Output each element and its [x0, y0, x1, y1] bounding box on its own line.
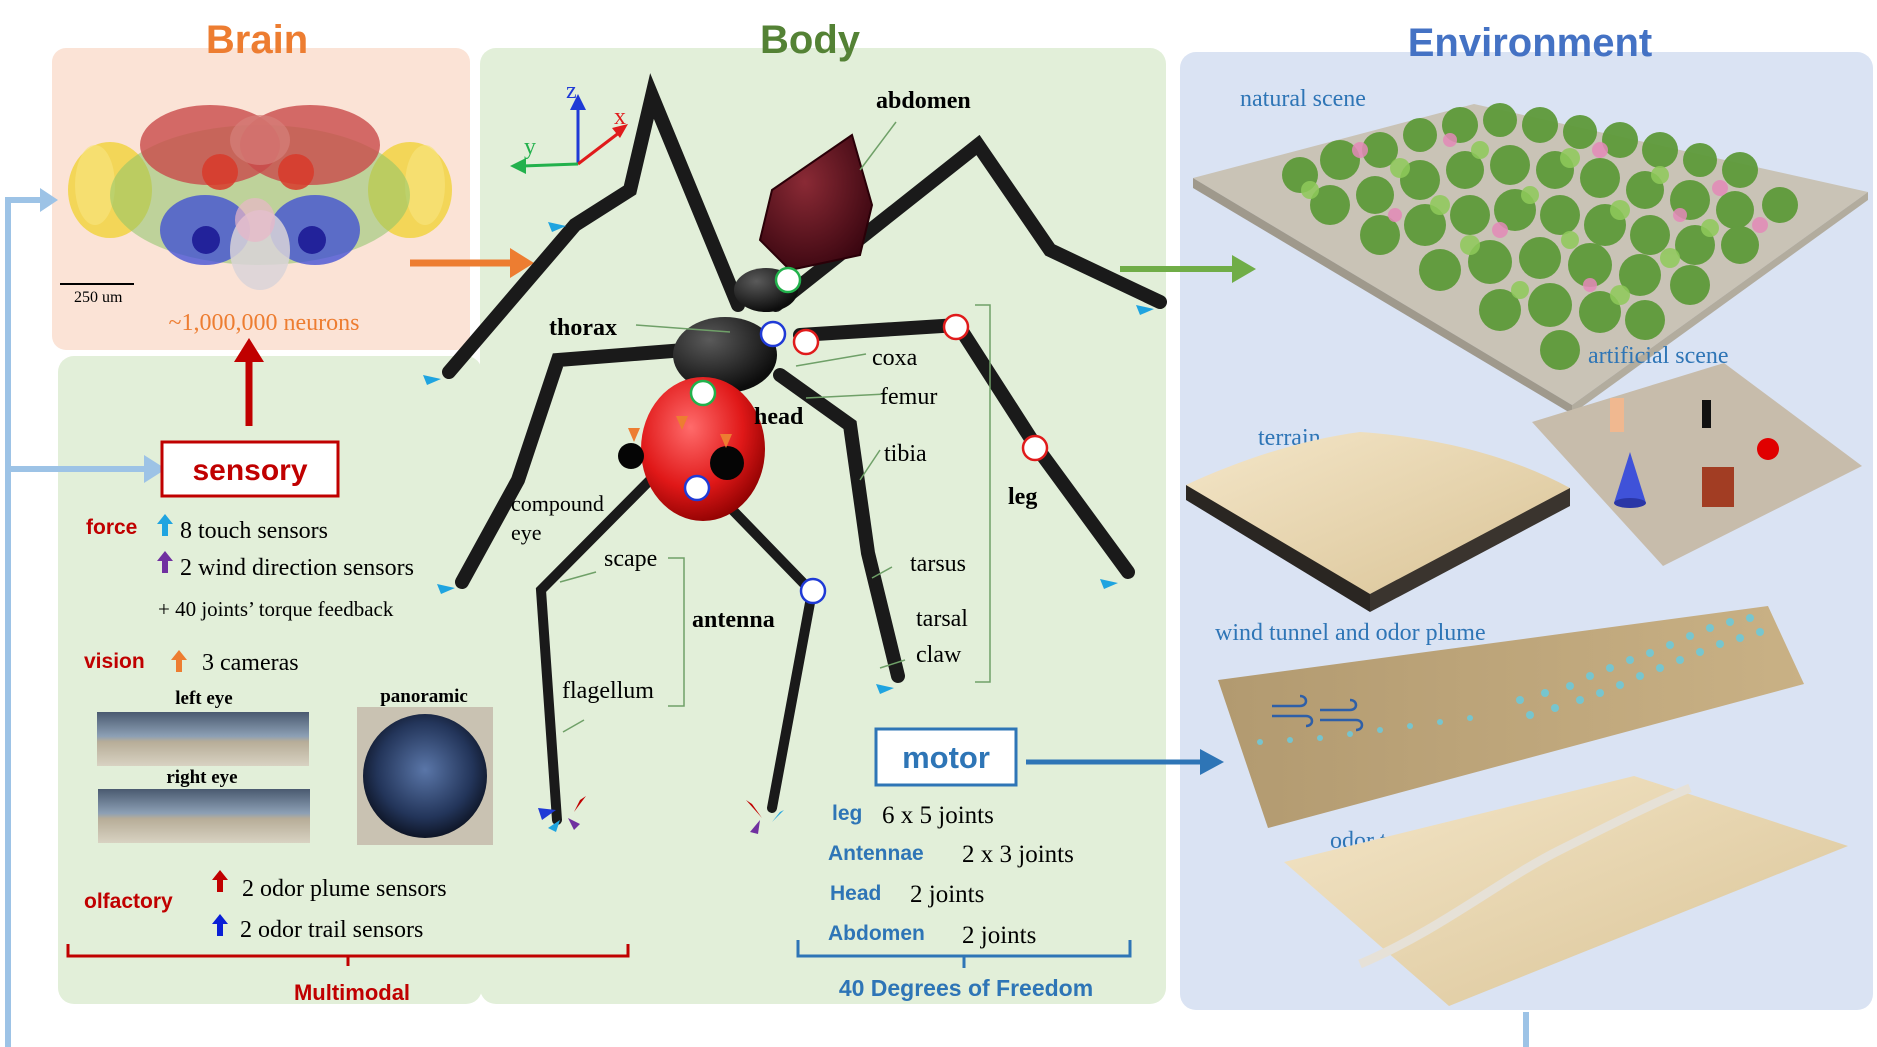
axis-y: y: [524, 134, 536, 160]
label-antenna: antenna: [692, 607, 775, 633]
label-abdomen: abdomen: [876, 88, 971, 114]
motor-brace: [796, 940, 1132, 968]
env-natural-label: natural scene: [1240, 86, 1366, 112]
motor-part-abdomen: Abdomen: [828, 922, 925, 945]
motor-joints-abdomen: 2 joints: [962, 922, 1036, 949]
label-head: head: [754, 404, 804, 430]
label-thorax: thorax: [549, 315, 617, 341]
scale-bar-label: 250 um: [74, 289, 123, 306]
leg-mid-left: [455, 338, 755, 589]
motor-part-head: Head: [830, 882, 881, 905]
label-leg: leg: [1008, 484, 1037, 510]
joint-markers: [683, 266, 1049, 605]
natural-scene: [1193, 103, 1868, 414]
panoramic-view: [363, 714, 487, 838]
force-item-wind: 2 wind direction sensors: [180, 555, 414, 581]
antenna-sensor-markers: [538, 796, 784, 834]
vision-item: 3 cameras: [202, 650, 299, 676]
force-item-torque: + 40 joints’ torque feedback: [158, 597, 394, 621]
label-compound: compound: [511, 491, 604, 516]
loop-arrow-brain: [40, 188, 58, 212]
terrain-scene: [1186, 432, 1570, 612]
label-tarsal: tarsal: [916, 606, 968, 632]
right-eye-label: right eye: [166, 767, 237, 788]
leader-lines: [559, 121, 991, 733]
olfactory-label: olfactory: [84, 890, 173, 913]
brain-illustration: [60, 105, 452, 290]
label-flagellum: flagellum: [562, 678, 654, 704]
motor-footer: 40 Degrees of Freedom: [839, 975, 1093, 1001]
motor-box: [874, 727, 1018, 787]
label-claw: claw: [916, 642, 962, 668]
motor-joints-leg: 6 x 5 joints: [882, 802, 994, 829]
sensory-brace: [66, 944, 630, 966]
label-tibia: tibia: [884, 441, 927, 467]
right-eye-view: [98, 789, 310, 843]
wind-icons: [1272, 694, 1364, 732]
motor-joints-antennae: 2 x 3 joints: [962, 841, 1074, 868]
environment-title: Environment: [1408, 21, 1652, 65]
axis-x: x: [614, 104, 626, 130]
brain-title: Brain: [206, 18, 308, 62]
left-eye-view: [97, 712, 309, 766]
artificial-scene: [1532, 363, 1862, 566]
sensory-title: sensory: [192, 454, 307, 487]
leg-mid-right: [793, 317, 1135, 579]
wind-arrow-icon: [157, 551, 173, 573]
odor-trail-scene: [1284, 776, 1848, 1006]
env-artificial-label: artificial scene: [1588, 343, 1729, 369]
sensory-box: [160, 440, 340, 498]
body-title: Body: [760, 18, 861, 62]
label-coxa: coxa: [872, 345, 918, 371]
touch-arrow-icon: [157, 514, 173, 536]
panoramic-label: panoramic: [380, 686, 468, 707]
axis-z: z: [566, 78, 577, 104]
neuron-count: ~1,000,000 neurons: [169, 310, 360, 336]
sensory-footer: Multimodal: [294, 980, 410, 1005]
label-eye: eye: [511, 520, 542, 545]
leg-hind-right: [773, 368, 905, 683]
label-femur: femur: [880, 384, 937, 410]
motor-part-leg: leg: [832, 802, 862, 825]
touch-sensor-markers: [423, 222, 1154, 694]
vision-label: vision: [84, 650, 145, 673]
odor-plume-arrow-icon: [212, 870, 228, 892]
odor-trail-arrow-icon: [212, 914, 228, 936]
label-scape: scape: [604, 546, 657, 572]
leg-front-left: [442, 73, 745, 379]
force-item-touch: 8 touch sensors: [180, 518, 328, 544]
ant-head: [641, 377, 765, 521]
olfactory-item-trail: 2 odor trail sensors: [240, 917, 423, 943]
ant-model: [442, 73, 1167, 825]
env-wind-label: wind tunnel and odor plume: [1215, 620, 1486, 646]
compound-eye-right: [710, 446, 744, 480]
ant-thorax: [673, 317, 777, 393]
antenna-left: [535, 460, 670, 825]
motor-title: motor: [902, 740, 990, 775]
camera-markers: [628, 416, 732, 448]
camera-arrow-icon: [171, 650, 187, 672]
feedback-loop: [5, 197, 1529, 1047]
leg-front-right: [769, 134, 1167, 312]
wind-tunnel-scene: [1218, 606, 1804, 828]
motor-joints-head: 2 joints: [910, 881, 984, 908]
coordinate-axes: [510, 94, 628, 174]
left-eye-label: left eye: [175, 688, 232, 709]
force-label: force: [86, 516, 137, 539]
loop-arrow-sensory: [144, 455, 166, 483]
compound-eye-left: [618, 443, 644, 469]
olfactory-item-plume: 2 odor plume sensors: [242, 876, 447, 902]
motor-part-antennae: Antennae: [828, 842, 924, 865]
label-tarsus: tarsus: [910, 551, 966, 577]
